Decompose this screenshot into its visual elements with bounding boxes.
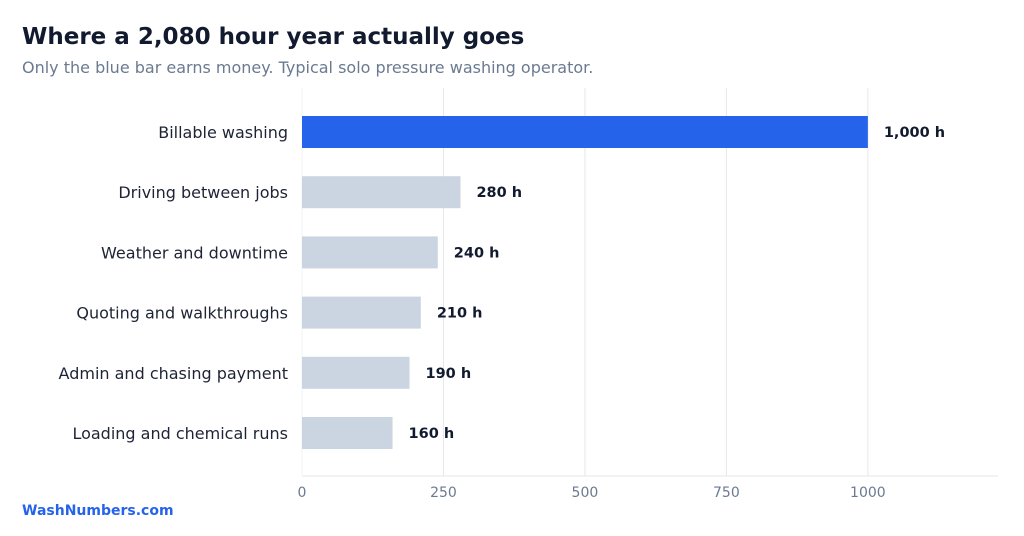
value-label: 240 h <box>454 245 500 261</box>
x-tick-label: 750 <box>713 485 740 501</box>
value-label: 160 h <box>409 426 455 442</box>
x-tick-label: 500 <box>572 485 599 501</box>
value-label: 280 h <box>476 185 522 201</box>
bar <box>302 176 461 209</box>
bar <box>302 236 438 269</box>
bar <box>302 296 421 329</box>
x-tick-label: 1000 <box>850 485 886 501</box>
bar <box>302 356 410 389</box>
category-label: Quoting and walkthroughs <box>76 304 288 323</box>
chart-subtitle: Only the blue bar earns money. Typical s… <box>22 58 594 77</box>
bar <box>302 417 393 449</box>
x-tick-label: 0 <box>298 485 307 501</box>
category-label: Admin and chasing payment <box>59 364 288 383</box>
x-tick-label: 250 <box>430 485 457 501</box>
bar <box>302 116 868 148</box>
value-label: 190 h <box>426 366 472 382</box>
chart-title: Where a 2,080 hour year actually goes <box>22 24 525 50</box>
category-label: Driving between jobs <box>118 183 288 202</box>
value-label: 1,000 h <box>884 125 945 141</box>
brand-footer[interactable]: WashNumbers.com <box>22 503 174 519</box>
category-label: Weather and downtime <box>101 243 288 262</box>
value-label: 210 h <box>437 306 483 322</box>
category-label: Loading and chemical runs <box>72 424 288 443</box>
category-label: Billable washing <box>158 123 288 142</box>
